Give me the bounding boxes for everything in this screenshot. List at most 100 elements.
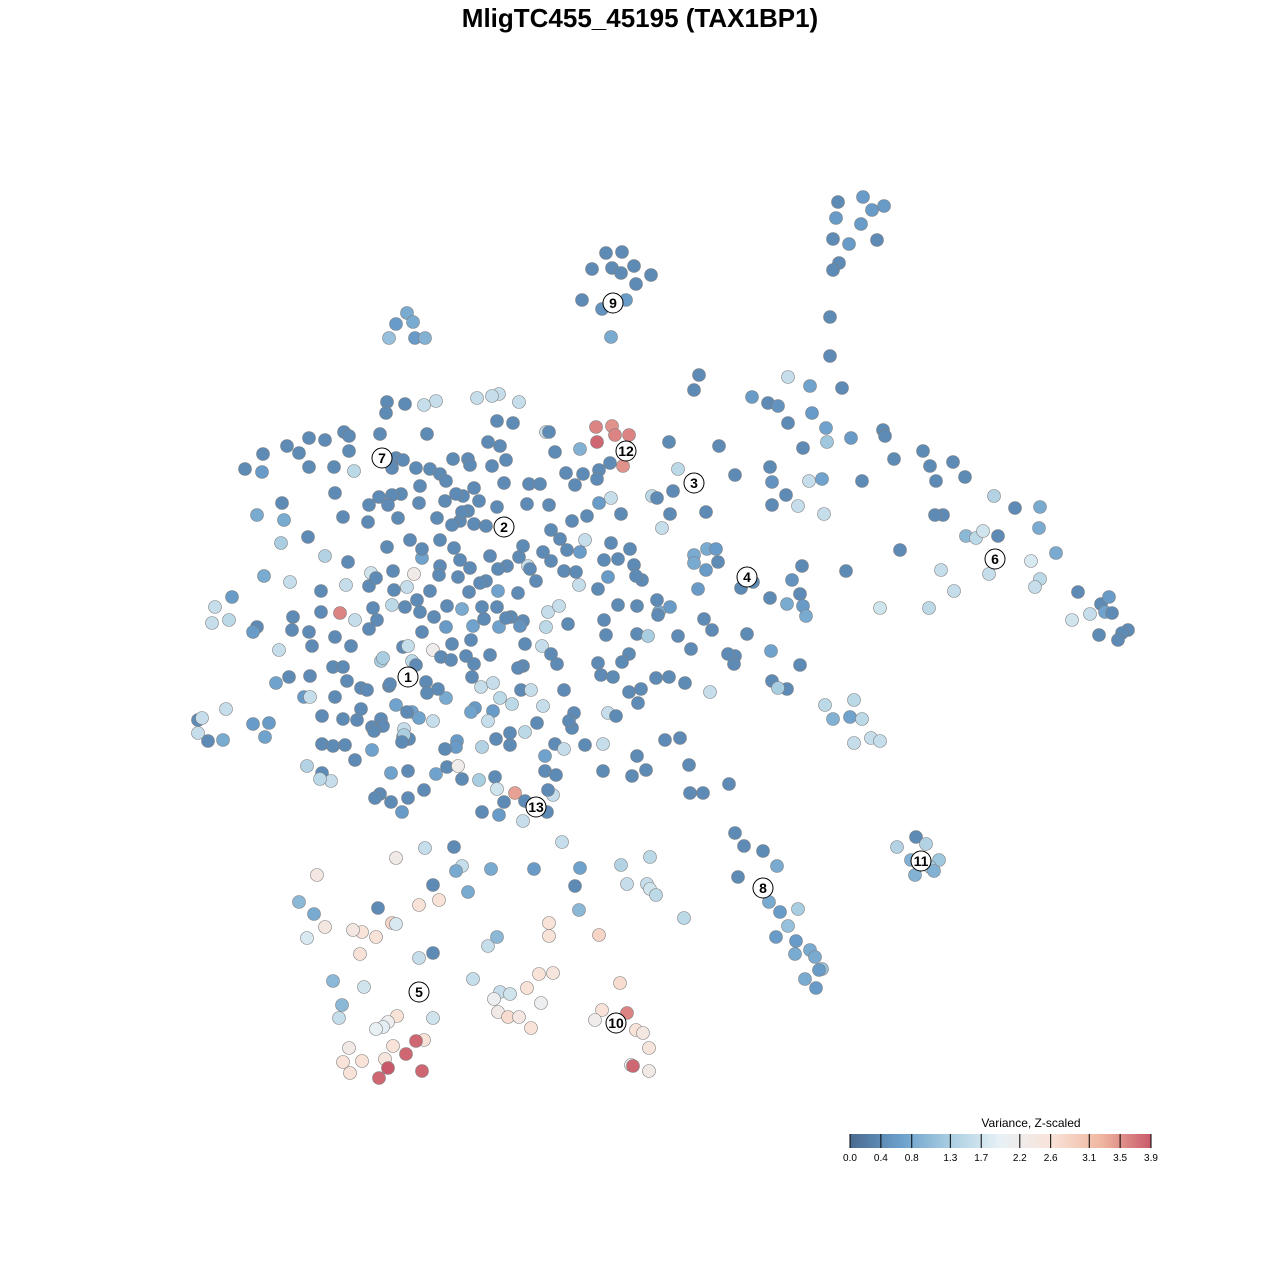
data-point [544,647,558,661]
data-point [208,600,222,614]
data-point [721,647,735,661]
data-point [286,610,300,624]
data-point [569,565,583,579]
data-point [292,446,306,460]
data-point [613,976,627,990]
data-point [439,691,453,705]
data-point [684,642,698,656]
data-point [666,484,680,498]
data-point [473,576,487,590]
data-point [315,709,329,723]
data-point [497,476,511,490]
data-point [445,637,459,651]
data-point [809,981,823,995]
data-point [791,902,805,916]
data-point [479,519,493,533]
data-point [493,439,507,453]
data-point [429,767,443,781]
data-point [573,861,587,875]
data-point [591,656,605,670]
data-point [339,578,353,592]
data-point [854,217,868,231]
data-point [462,585,476,599]
data-point [403,533,417,547]
data-point [589,420,603,434]
data-point [573,442,587,456]
data-point [594,668,608,682]
data-point [369,571,383,585]
data-point [644,268,658,282]
data-point [572,903,586,917]
data-point [506,416,520,430]
data-point [418,331,432,345]
data-point [803,379,817,393]
data-point [336,660,350,674]
data-point [366,601,380,615]
data-point [406,315,420,329]
cluster-label-13: 13 [525,796,547,818]
data-point [398,600,412,614]
data-point [492,620,506,634]
data-point [461,885,475,899]
data-point [520,497,534,511]
cluster-label-text: 2 [500,519,508,535]
cluster-marker [602,292,624,314]
data-point [559,466,573,480]
data-point [771,399,785,413]
data-point [275,496,289,510]
data-point [340,674,354,688]
cluster-label-1: 1 [397,666,419,688]
data-point [1049,546,1063,560]
data-point [360,683,374,697]
data-point [636,1026,650,1040]
data-point [1024,554,1038,568]
data-point [483,648,497,662]
data-point [865,203,879,217]
colorbar-legend: Variance, Z-scaled 0.0 0.4 0.8 1.3 1.7 2.2 2.6… [843,1116,1158,1164]
data-point [847,693,861,707]
data-point [578,738,592,752]
data-point [831,195,845,209]
data-point [472,773,486,787]
data-point [491,562,505,576]
data-point [256,447,270,461]
data-point [817,507,831,521]
data-point [622,428,636,442]
data-point [764,644,778,658]
data-point [634,682,648,696]
data-point [805,406,819,420]
data-point [491,584,505,598]
cluster-label-10: 10 [605,1012,627,1034]
data-point [412,898,426,912]
cluster-marker [397,666,419,688]
data-point [781,416,795,430]
data-point [627,259,641,273]
data-point [781,370,795,384]
data-point [342,1041,356,1055]
cluster-marker [493,516,515,538]
data-point [481,435,495,449]
data-point [398,397,412,411]
data-point [255,465,269,479]
data-point [384,766,398,780]
cluster-label-text: 13 [528,799,544,815]
data-point [620,877,634,891]
data-point [426,946,440,960]
data-point [573,545,587,559]
data-point [451,759,465,773]
data-point [191,726,205,740]
data-point [928,508,942,522]
data-point [467,517,481,531]
data-point [533,477,547,491]
data-point [485,459,499,473]
data-point [314,584,328,598]
data-point [415,542,429,556]
data-point [823,349,837,363]
data-point [400,705,414,719]
cluster-label-text: 11 [914,853,929,869]
data-point [492,808,506,822]
data-point [823,310,837,324]
data-point [401,639,415,653]
data-point [1092,628,1106,642]
